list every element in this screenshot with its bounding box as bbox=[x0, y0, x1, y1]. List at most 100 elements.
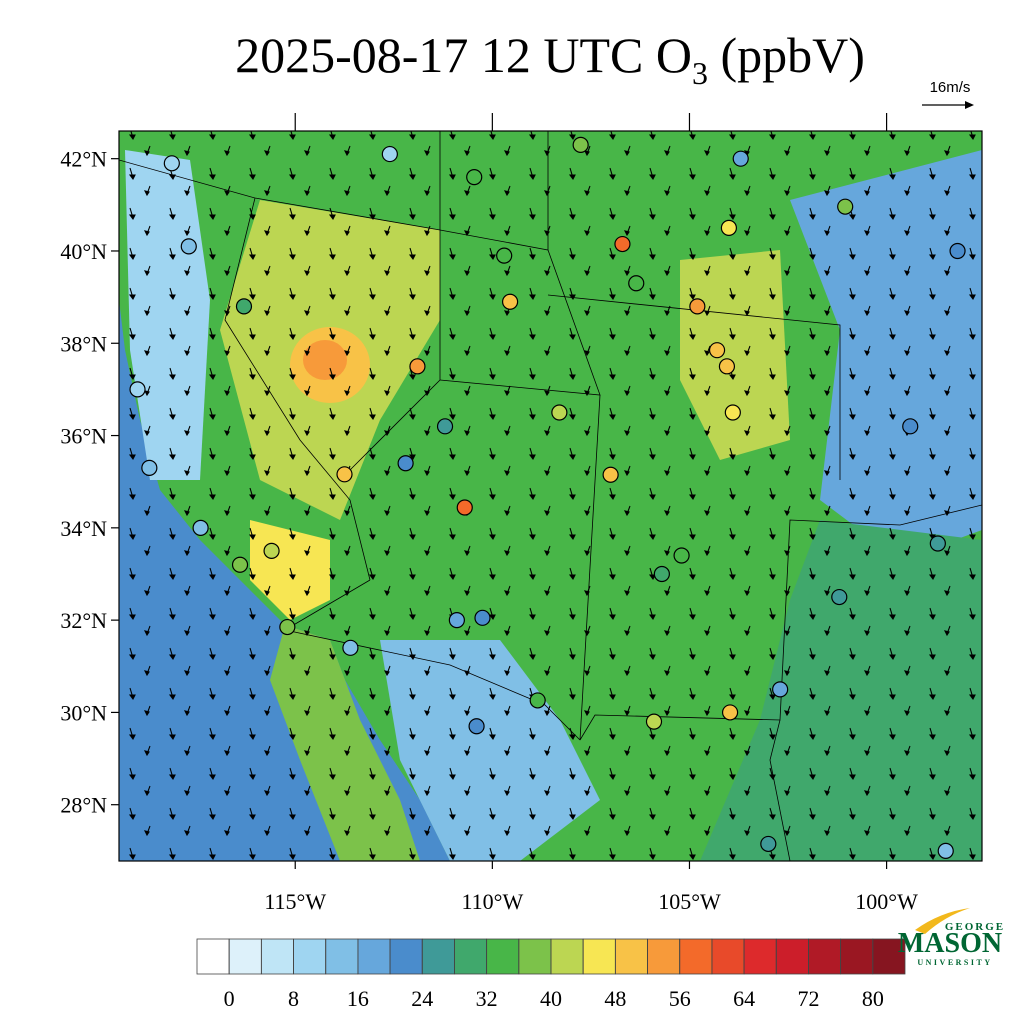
y-tick-label: 32°N bbox=[60, 608, 107, 633]
station bbox=[279, 618, 296, 636]
y-tick-label: 40°N bbox=[60, 239, 107, 264]
y-tick-label: 28°N bbox=[60, 793, 107, 818]
station bbox=[496, 247, 513, 264]
x-tick-label: 110°W bbox=[461, 889, 523, 914]
station bbox=[653, 565, 670, 583]
colorbar-box bbox=[582, 938, 616, 975]
map-field bbox=[119, 131, 982, 861]
station bbox=[673, 547, 690, 564]
station bbox=[192, 519, 209, 536]
colorbar-box bbox=[325, 938, 359, 975]
station bbox=[724, 404, 741, 421]
colorbar-tick-label: 32 bbox=[476, 986, 498, 1011]
station bbox=[180, 238, 197, 255]
borders bbox=[119, 131, 982, 861]
station bbox=[732, 150, 749, 167]
station bbox=[772, 681, 789, 698]
station bbox=[235, 298, 253, 315]
border bbox=[283, 579, 581, 741]
station bbox=[529, 692, 546, 709]
title-main: 2025-08-17 12 UTC O bbox=[235, 27, 692, 83]
station bbox=[718, 358, 736, 375]
title-subscript: 3 bbox=[692, 55, 708, 91]
colorbar-tick-label: 24 bbox=[411, 986, 433, 1011]
colorbar-box bbox=[679, 938, 713, 975]
station bbox=[614, 235, 631, 253]
border bbox=[547, 294, 841, 480]
station bbox=[720, 219, 737, 237]
logo-name: MASON bbox=[898, 928, 1002, 959]
x-tick-label: 115°W bbox=[264, 889, 326, 914]
station bbox=[381, 145, 398, 163]
colorbar-box bbox=[486, 938, 520, 975]
logo-top: GEORGE bbox=[945, 921, 1005, 933]
colorbar-box bbox=[647, 938, 681, 975]
station bbox=[645, 713, 663, 730]
colorbar-box bbox=[872, 938, 906, 975]
colorbar-box bbox=[454, 938, 488, 975]
colorbar-box bbox=[808, 938, 842, 975]
border bbox=[769, 719, 791, 861]
station bbox=[929, 535, 946, 552]
colorbar-tick-label: 8 bbox=[288, 986, 299, 1011]
station bbox=[949, 242, 966, 260]
reference-vector bbox=[922, 101, 974, 109]
colorbar-box bbox=[743, 938, 777, 975]
colorbar-box bbox=[196, 938, 230, 975]
logo-bottom: UNIVERSITY bbox=[917, 958, 992, 967]
x-tick-label: 100°W bbox=[855, 889, 918, 914]
title-suffix: (ppbV) bbox=[708, 27, 865, 83]
colorbar-box bbox=[840, 938, 874, 975]
x-tick-label: 105°W bbox=[658, 889, 721, 914]
colorbar: 0 8 16 24 32 40 48 56 64 72 80 bbox=[196, 938, 906, 1011]
stations bbox=[129, 136, 966, 859]
station bbox=[448, 612, 465, 629]
colorbar-box bbox=[421, 938, 455, 975]
y-tick-label: 42°N bbox=[60, 147, 107, 172]
station bbox=[342, 639, 359, 656]
station bbox=[468, 718, 485, 735]
station bbox=[902, 418, 919, 435]
colorbar-tick-label: 80 bbox=[862, 986, 884, 1011]
y-tick-label: 30°N bbox=[60, 700, 107, 725]
station bbox=[263, 542, 280, 560]
colorbar-box bbox=[293, 938, 327, 975]
station bbox=[474, 609, 491, 626]
colorbar-box bbox=[550, 938, 584, 975]
title: 2025-08-17 12 UTC O3 (ppbV) bbox=[235, 27, 865, 91]
colorbar-tick-label: 16 bbox=[347, 986, 369, 1011]
colorbar-tick-label: 64 bbox=[733, 986, 755, 1011]
y-tick-label: 34°N bbox=[60, 516, 107, 541]
colorbar-box bbox=[228, 938, 262, 975]
station bbox=[602, 466, 619, 483]
logo: GEORGE MASON UNIVERSITY bbox=[898, 908, 1005, 967]
colorbar-tick-label: 0 bbox=[224, 986, 235, 1011]
station bbox=[551, 404, 568, 421]
map-axes: 42°N 40°N 38°N 36°N 34°N 32°N 30°N 28°N 115°W 110… bbox=[60, 113, 918, 914]
station bbox=[141, 459, 158, 476]
colorbar-tick-label: 56 bbox=[669, 986, 691, 1011]
colorbar-box bbox=[711, 938, 745, 975]
colorbar-box bbox=[357, 938, 391, 975]
colorbar-box bbox=[775, 938, 809, 975]
station bbox=[129, 381, 146, 398]
colorbar-tick-label: 48 bbox=[604, 986, 626, 1011]
station bbox=[466, 169, 483, 186]
station bbox=[436, 418, 454, 435]
colorbar-box bbox=[260, 938, 294, 975]
wind-arrows bbox=[119, 131, 982, 861]
station bbox=[937, 842, 954, 859]
y-tick-label: 36°N bbox=[60, 424, 107, 449]
station bbox=[708, 342, 726, 359]
station bbox=[163, 155, 180, 172]
station bbox=[501, 293, 519, 310]
colorbar-tick-label: 40 bbox=[540, 986, 562, 1011]
y-tick-label: 38°N bbox=[60, 331, 107, 356]
colorbar-box bbox=[389, 938, 423, 975]
station bbox=[721, 704, 739, 721]
colorbar-tick-label: 72 bbox=[797, 986, 819, 1011]
border bbox=[224, 197, 371, 581]
station bbox=[760, 835, 777, 853]
station bbox=[831, 588, 848, 606]
